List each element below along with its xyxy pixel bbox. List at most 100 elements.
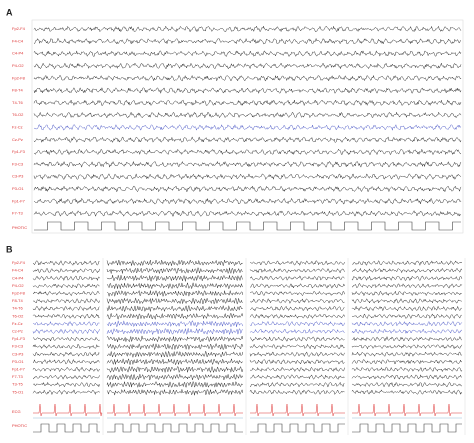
channel-label: Cz-Pz: [12, 328, 23, 333]
eeg-trace: [33, 37, 462, 45]
eeg-trace: [249, 366, 345, 373]
channel-label: Fp2-F4: [12, 26, 26, 31]
channel-label: F7-T3: [12, 211, 23, 216]
eeg-trace: [249, 297, 345, 305]
eeg-trace: [249, 275, 345, 281]
eeg-trace: [32, 283, 100, 289]
channel-label: Fp1-F7: [12, 198, 26, 203]
channel-label: C3-P3: [12, 174, 24, 179]
eeg-trace: [249, 359, 345, 365]
ecg-trace: [352, 403, 462, 417]
channel-label: P3-O1: [12, 186, 24, 191]
eeg-trace: [33, 197, 462, 206]
eeg-trace: [106, 297, 243, 306]
channel-label: F7-T3: [12, 374, 23, 379]
eeg-trace: [32, 389, 100, 396]
channel-label: Fp2-F8: [12, 75, 26, 80]
stim-trace: [33, 423, 100, 433]
eeg-trace: [106, 365, 244, 374]
eeg-trace: [351, 366, 463, 373]
eeg-trace: [249, 374, 345, 380]
channel-label: Fp2-F8: [12, 290, 26, 295]
channel-label: F3-C3: [12, 344, 24, 349]
eeg-trace: [351, 283, 463, 289]
eeg-trace: [249, 305, 345, 312]
stim-trace: [34, 221, 461, 231]
channel-label: PHOTIC: [12, 423, 27, 428]
eeg-trace: [32, 275, 100, 282]
eeg-trace: [32, 374, 100, 380]
channel-label: Fz-Cz: [12, 321, 23, 326]
eeg-trace: [33, 172, 462, 181]
eeg-trace: [351, 351, 463, 358]
channel-label: T6-O2: [12, 112, 24, 117]
channel-label: T4-T6: [12, 100, 23, 105]
eeg-trace: [33, 62, 462, 70]
panel-frame: [31, 19, 464, 234]
channel-label: Fp1-F7: [12, 366, 26, 371]
eeg-trace: [249, 351, 345, 357]
channel-label: P3-O1: [12, 359, 24, 364]
eeg-trace: [32, 313, 100, 320]
channel-label: F8-T4: [12, 298, 23, 303]
eeg-trace: [351, 267, 463, 274]
ecg-trace: [107, 403, 243, 417]
channel-label: F4-C4: [12, 268, 24, 273]
eeg-trace: [249, 389, 345, 395]
eeg-trace: [106, 259, 243, 267]
eeg-trace: [32, 381, 100, 388]
eeg-trace: [32, 298, 100, 304]
channel-label: T6-O2: [12, 313, 24, 318]
eeg-trace: [106, 266, 243, 275]
eeg-trace: [106, 388, 244, 396]
eeg-trace: [32, 351, 100, 358]
eeg-trace: [33, 210, 462, 217]
stim-trace: [352, 423, 462, 433]
eeg-trace: [106, 304, 243, 313]
channel-label: ECG: [12, 409, 21, 414]
channel-label: T5-O1: [12, 389, 24, 394]
eeg-trace: [33, 148, 462, 156]
eeg-trace: [33, 185, 462, 193]
eeg-trace: [33, 111, 462, 119]
eeg-trace: [106, 357, 243, 366]
eeg-trace: [32, 259, 100, 266]
eeg-trace: [351, 359, 463, 365]
eeg-trace: [351, 313, 462, 320]
eeg-trace: [32, 343, 100, 350]
eeg-trace: [249, 283, 345, 289]
eeg-trace: [106, 350, 244, 358]
eeg-trace: [249, 381, 345, 388]
ecg-trace: [33, 403, 103, 417]
eeg-trace: [106, 320, 244, 328]
eeg-trace: [32, 267, 100, 274]
eeg-trace: [106, 281, 244, 290]
eeg-trace: [351, 381, 463, 388]
channel-label: P4-O2: [12, 283, 24, 288]
channel-label: T4-T6: [12, 306, 23, 311]
eeg-trace: [106, 373, 244, 381]
eeg-trace: [33, 99, 462, 107]
panel-label: A: [6, 7, 13, 17]
channel-label: C4-P4: [12, 51, 24, 56]
channel-label: PHOTIC: [12, 225, 27, 230]
eeg-trace: [351, 328, 463, 335]
eeg-trace: [33, 136, 462, 144]
channel-label: C3-P3: [12, 351, 24, 356]
eeg-trace: [249, 328, 345, 334]
eeg-trace: [33, 86, 462, 94]
stim-trace: [107, 423, 243, 433]
eeg-trace: [106, 274, 244, 282]
eeg-trace: [32, 358, 100, 365]
eeg-trace: [33, 25, 462, 33]
eeg-trace: [106, 312, 244, 320]
eeg-trace: [32, 305, 100, 312]
channel-label: Cz-Pz: [12, 137, 23, 142]
channel-label: C4-P4: [12, 275, 24, 280]
channel-label: Fz-Cz: [12, 124, 23, 129]
eeg-trace: [351, 389, 463, 396]
stim-trace: [250, 423, 345, 433]
eeg-trace: [33, 123, 462, 131]
channel-label: Fp1-F3: [12, 336, 26, 341]
